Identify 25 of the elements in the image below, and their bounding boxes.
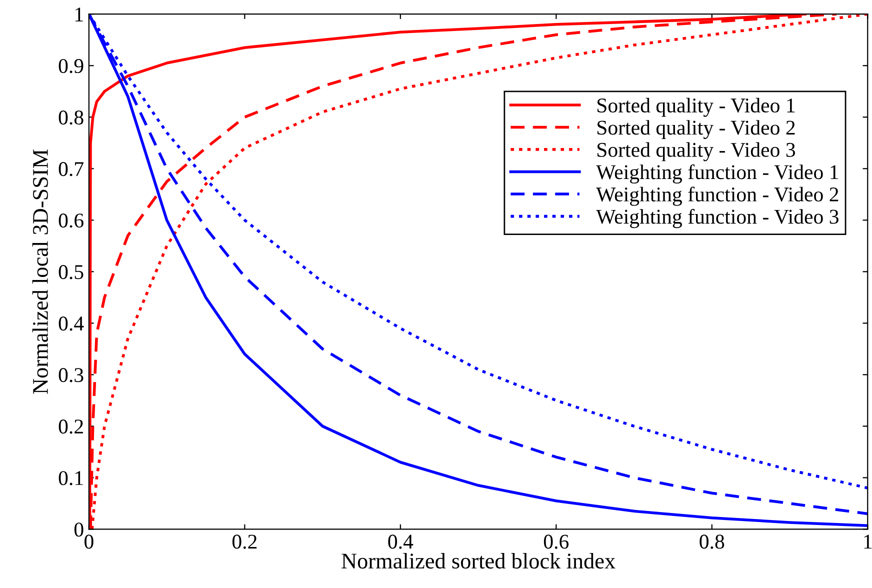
- y-tick-label: 0.2: [58, 420, 83, 434]
- legend-label: Weighting function - Video 2: [596, 186, 838, 206]
- x-tick-label: 1: [864, 534, 872, 549]
- y-tick-label: 0.8: [58, 110, 84, 125]
- legend-label: Sorted quality - Video 2: [597, 120, 795, 140]
- x-axis-title: Normalized sorted block index: [342, 552, 616, 569]
- legend-label: Sorted quality - Video 3: [597, 142, 796, 162]
- x-tick-label: 0.4: [388, 534, 414, 549]
- legend-label: Weighting function - Video 1: [596, 164, 838, 184]
- y-tick-label: 0.4: [58, 316, 84, 331]
- y-tick-label: 0.7: [58, 162, 84, 176]
- y-tick-label: 0.6: [58, 214, 84, 228]
- x-tick-label: 0: [84, 534, 94, 549]
- legend-label: Weighting function - Video 3: [596, 208, 838, 228]
- y-tick-label: 0.1: [58, 471, 83, 486]
- y-tick-label: 0: [74, 522, 84, 537]
- x-tick-label: 0.2: [232, 534, 257, 549]
- y-tick-label: 0.3: [58, 368, 84, 382]
- legend-label: Sorted quality - Video 1: [597, 98, 795, 117]
- y-tick-label: 0.5: [58, 265, 84, 280]
- y-axis-title: Normalized local 3D-SSIM: [32, 149, 48, 394]
- x-tick-label: 0.6: [544, 534, 569, 549]
- y-tick-label: 1: [76, 8, 83, 22]
- y-tick-label: 0.9: [58, 58, 84, 74]
- x-tick-label: 0.8: [700, 534, 724, 549]
